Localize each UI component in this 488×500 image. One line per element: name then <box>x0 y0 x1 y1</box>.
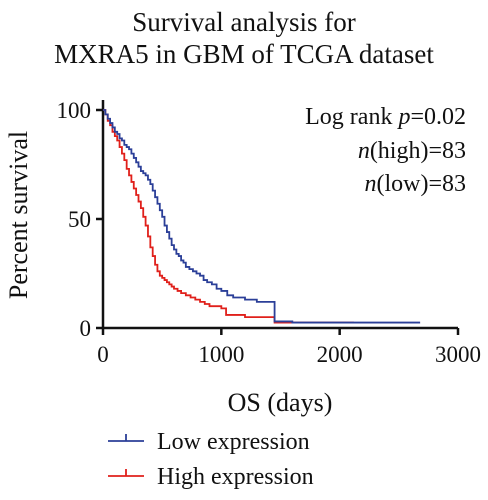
logrank-annotation: Log rank p=0.02 <box>305 104 466 130</box>
n-low-annotation: n(low)=83 <box>364 171 466 197</box>
series-layer <box>103 109 421 324</box>
p-symbol: p <box>396 104 410 130</box>
legend-label-high: High expression <box>157 464 314 490</box>
n-high-annotation: n(high)=83 <box>358 138 466 164</box>
legend-item-low: Low expression <box>108 429 310 455</box>
x-tick-label: 3000 <box>435 342 481 367</box>
y-ticks: 0 50 100 <box>57 98 103 341</box>
y-axis-label: Percent survival <box>4 131 33 299</box>
x-ticks: 0 1000 2000 3000 <box>97 328 481 367</box>
y-tick-label: 50 <box>68 207 91 232</box>
p-value: =0.02 <box>410 104 466 130</box>
legend-label-low: Low expression <box>157 429 310 455</box>
x-tick-label: 1000 <box>198 342 244 367</box>
y-tick-label: 100 <box>57 98 92 123</box>
y-tick-label: 0 <box>80 316 92 341</box>
n-low-label: (low)=83 <box>376 171 466 197</box>
legend: Low expression High expression <box>108 429 314 490</box>
x-tick-label: 0 <box>97 342 109 367</box>
logrank-label: Log rank <box>305 104 398 130</box>
stats-annotation: Log rank p=0.02 n(high)=83 n(low)=83 <box>305 104 466 197</box>
series-line-high <box>103 109 354 324</box>
legend-item-high: High expression <box>108 464 314 490</box>
n-high-symbol: n <box>358 138 370 164</box>
n-high-label: (high)=83 <box>370 138 466 164</box>
chart-title-line-1: Survival analysis for <box>132 7 356 37</box>
n-low-symbol: n <box>364 171 376 197</box>
series-line-low <box>103 109 421 324</box>
x-tick-label: 2000 <box>317 342 363 367</box>
chart-title: Survival analysis for MXRA5 in GBM of TC… <box>0 6 488 70</box>
chart-title-line-2: MXRA5 in GBM of TCGA dataset <box>54 39 434 69</box>
x-axis-label: OS (days) <box>228 388 333 417</box>
